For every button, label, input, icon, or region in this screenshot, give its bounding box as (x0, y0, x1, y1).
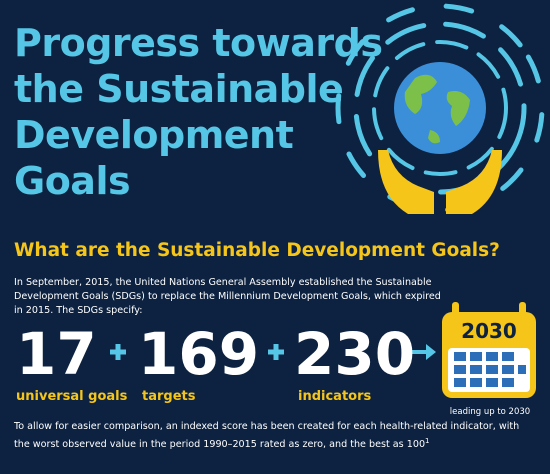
continents (404, 74, 470, 144)
arrow (410, 344, 436, 360)
title-line: Development (14, 113, 294, 157)
calendar-year: 2030 (461, 319, 517, 343)
subtitle: What are the Sustainable Development Goa… (14, 240, 500, 261)
intro-text: In September, 2015, the United Nations G… (14, 277, 441, 316)
footer-body: To allow for easier comparison, an index… (14, 421, 520, 451)
stat-number: 230 (294, 320, 416, 388)
stat-label: indicators (298, 389, 372, 404)
footer-text: To allow for easier comparison, an index… (14, 420, 534, 452)
stat-number: 17 (16, 320, 97, 388)
globe (394, 62, 486, 154)
stat-label: universal goals (16, 389, 128, 404)
calendar: 2030 (442, 302, 536, 398)
footnote-ref: 1 (425, 437, 430, 445)
left-hand (378, 150, 434, 214)
title-line: the Sustainable (14, 67, 344, 111)
stat-number: 169 (138, 320, 260, 388)
plus-signs (110, 344, 284, 360)
title-line: Goals (14, 159, 131, 203)
calendar-caption: leading up to 2030 (449, 407, 531, 417)
right-hand (446, 150, 502, 214)
stat-label: targets (142, 389, 196, 404)
title-line: Progress towards (14, 21, 383, 65)
